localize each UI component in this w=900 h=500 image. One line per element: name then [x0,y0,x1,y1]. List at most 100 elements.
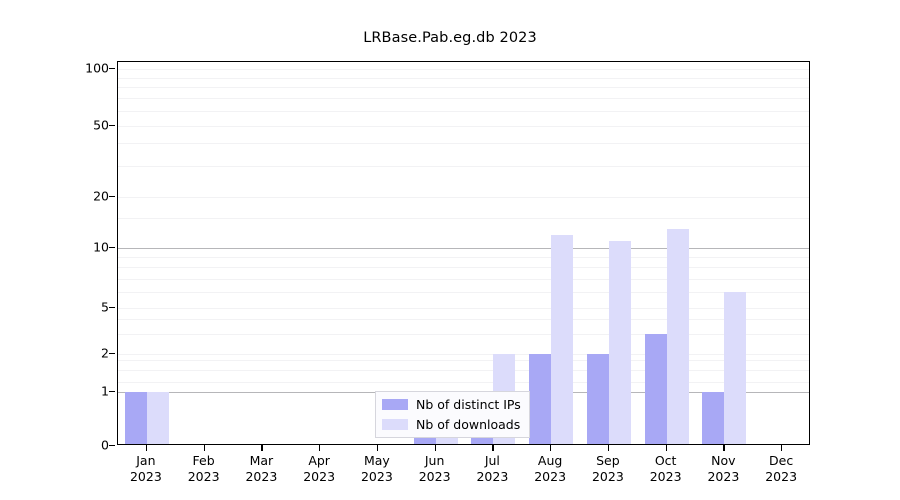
x-tick-year: 2023 [187,469,220,484]
gridline [118,87,809,88]
y-tick-mark [109,353,115,355]
gridline [118,143,809,144]
x-tick-year: 2023 [649,469,682,484]
gridline [118,126,809,127]
x-tick-mark [550,445,552,451]
y-tick-mark [109,125,115,127]
y-tick-label: 5 [101,299,109,315]
x-tick-year: 2023 [129,469,162,484]
y-tick-mark [109,391,115,393]
x-tick-label: Feb 2023 [188,453,220,485]
x-tick-month: Jan [136,453,156,468]
y-tick-label: 10 [93,239,109,255]
y-tick-mark [109,196,115,198]
x-tick-month: Aug [537,453,563,468]
x-tick-label: Jun 2023 [419,453,451,485]
gridline [118,248,809,249]
x-tick-month: Jun [424,453,445,468]
x-tick-label: Jan 2023 [130,453,162,485]
x-tick-year: 2023 [707,469,740,484]
gridline [118,360,809,361]
x-tick-year: 2023 [534,469,567,484]
x-tick-label: May 2023 [361,453,393,485]
bar-downloads [551,234,574,444]
x-tick-year: 2023 [765,469,798,484]
x-tick-mark [145,445,148,451]
legend-label-distinct-ips: Nb of distinct IPs [416,397,521,412]
y-tick-mark [109,68,115,70]
gridline [118,111,809,112]
y-axis: 100 50 20 10 5 2 1 0 [65,60,109,453]
x-tick-month: Nov [711,453,736,468]
y-tick-label: 2 [101,345,109,361]
x-tick-label: Sep 2023 [592,453,624,485]
x-tick-year: 2023 [360,469,393,484]
x-tick-mark [607,445,610,451]
chart-title: LRBase.Pab.eg.db 2023 [363,30,537,46]
bar-downloads [724,292,747,444]
bar-distinct-ips [124,392,147,444]
x-tick-year: 2023 [591,469,624,484]
legend-entry[interactable]: Nb of distinct IPs [382,396,521,413]
chart-legend: Nb of distinct IPs Nb of downloads [375,391,530,438]
gridline [118,218,809,219]
x-tick-mark [781,445,783,451]
bar-distinct-ips [702,392,725,444]
x-tick-year: 2023 [303,469,336,484]
gridline [118,69,809,70]
legend-swatch-distinct-ips [382,399,408,410]
y-tick-mark [109,247,115,249]
x-tick-year: 2023 [476,469,509,484]
y-tick-mark [109,307,115,309]
x-tick-mark [319,445,321,451]
x-tick-month: Jul [484,453,500,468]
bar-downloads [608,240,631,444]
bar-downloads [146,392,169,444]
x-tick-label: Apr 2023 [303,453,335,485]
gridline [118,354,809,355]
legend-entry[interactable]: Nb of downloads [382,416,521,433]
x-tick-month: Apr [308,453,330,468]
y-tick-mark [109,445,115,447]
gridline [118,319,809,320]
x-tick-month: Dec [769,453,794,468]
gridline [118,267,809,268]
legend-swatch-downloads [382,419,408,430]
x-tick-mark [434,445,436,451]
x-tick-mark [203,445,205,451]
y-tick-label: 0 [101,437,109,453]
y-tick-label: 100 [85,60,109,76]
y-tick-label: 1 [101,383,109,399]
x-tick-month: Mar [249,453,274,468]
x-axis: Jan 2023 Feb 2023 Mar 2023 Apr 2023 May 2023 Jun 20… [117,445,810,497]
x-tick-label: Dec 2023 [765,453,797,485]
gridline [118,98,809,99]
x-tick-mark [376,445,379,451]
gridline [118,292,809,293]
x-tick-month: Oct [654,453,677,468]
x-tick-mark [665,445,667,451]
x-tick-year: 2023 [418,469,451,484]
y-tick-label: 50 [93,117,109,133]
bar-distinct-ips [529,354,552,444]
plot-area [117,61,810,445]
gridline [118,334,809,335]
bar-distinct-ips [644,333,667,444]
x-tick-mark [492,445,494,451]
legend-label-downloads: Nb of downloads [416,417,521,432]
x-tick-label: Jul 2023 [476,453,508,485]
gridline [118,257,809,258]
gridline [118,166,809,167]
x-tick-mark [261,445,263,451]
gridline [118,308,809,309]
gridline [118,370,809,371]
gridline [118,382,809,383]
x-tick-month: Sep [596,453,620,468]
bar-distinct-ips [586,354,609,444]
x-tick-label: Oct 2023 [650,453,682,485]
x-tick-year: 2023 [245,469,278,484]
x-tick-label: Mar 2023 [245,453,277,485]
gridline [118,279,809,280]
gridline [118,78,809,79]
